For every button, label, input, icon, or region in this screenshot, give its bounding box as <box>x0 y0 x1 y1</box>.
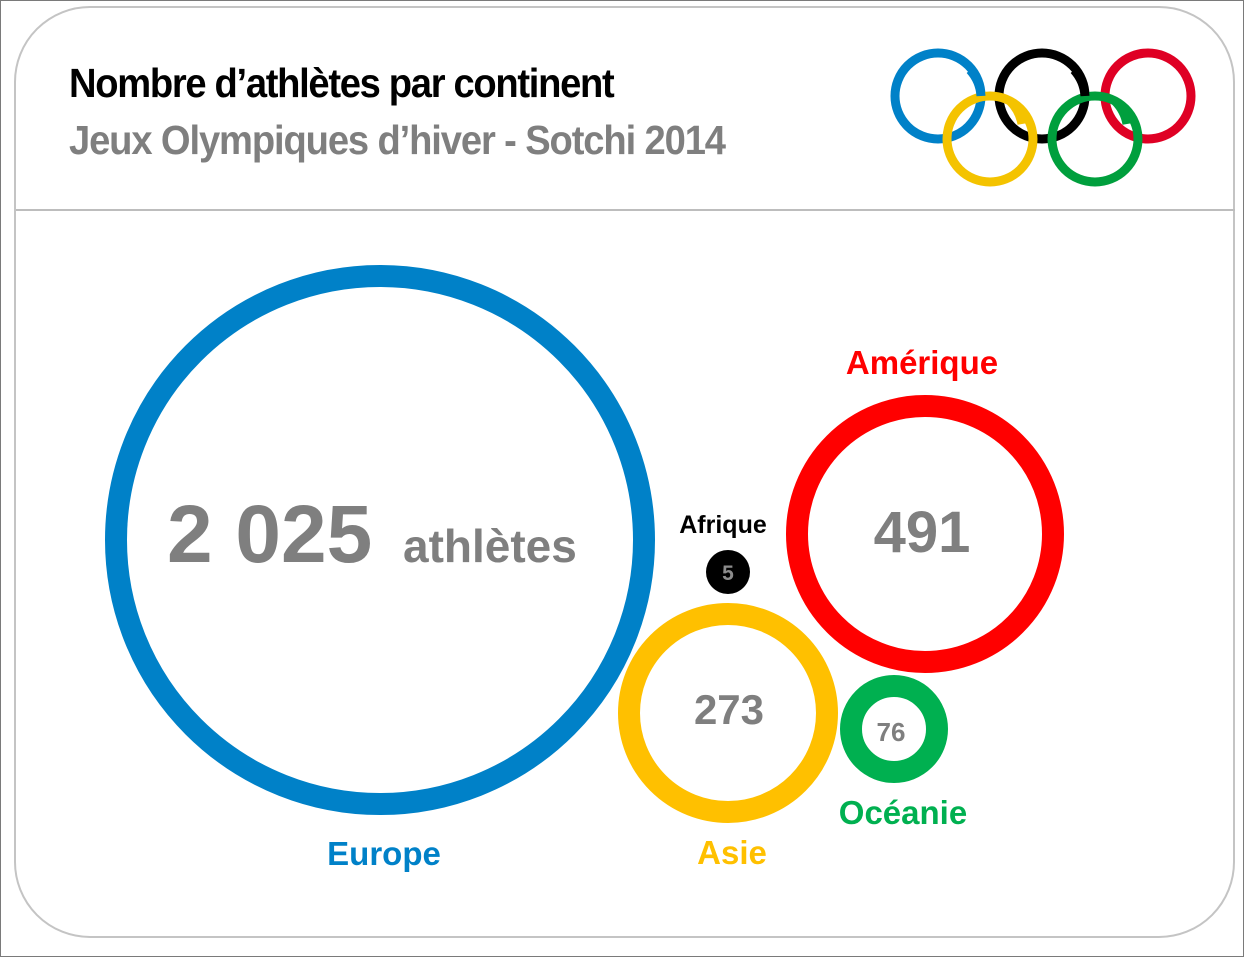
amerique-label: Amérique <box>846 344 998 381</box>
ring-yellow <box>942 91 1038 187</box>
chart-subtitle: Jeux Olympiques d’hiver - Sotchi 2014 <box>69 117 726 163</box>
ring-blue <box>890 48 986 144</box>
amerique-value: 491 <box>874 500 971 565</box>
ring-green <box>1047 91 1143 187</box>
asie-value: 273 <box>694 686 764 733</box>
afrique-label: Afrique <box>679 511 767 539</box>
bubble-afrique: 5 Afrique <box>679 511 767 594</box>
afrique-value: 5 <box>722 562 734 585</box>
bubble-amerique: 491 Amérique <box>786 344 1064 673</box>
oceanie-ring <box>840 675 948 783</box>
oceanie-label: Océanie <box>839 794 967 831</box>
header-divider <box>16 209 1235 211</box>
afrique-dot <box>706 550 750 594</box>
bubble-oceanie: 76 Océanie <box>839 675 967 831</box>
ring-black <box>994 48 1090 144</box>
ring-red <box>1100 48 1196 144</box>
bubble-europe: 2 025 athlètes Europe <box>105 265 655 872</box>
amerique-ring <box>786 395 1064 673</box>
europe-label: Europe <box>327 835 441 872</box>
bubble-asie: 273 Asie <box>618 603 838 871</box>
olympic-rings-icon <box>890 48 1196 187</box>
asie-label: Asie <box>697 834 767 871</box>
europe-ring <box>105 265 655 815</box>
asie-ring <box>618 603 838 823</box>
europe-value: 2 025 <box>167 489 372 580</box>
chart-title: Nombre d’athlètes par continent <box>69 60 615 106</box>
oceanie-value: 76 <box>877 717 906 747</box>
europe-unit: athlètes <box>403 520 577 572</box>
